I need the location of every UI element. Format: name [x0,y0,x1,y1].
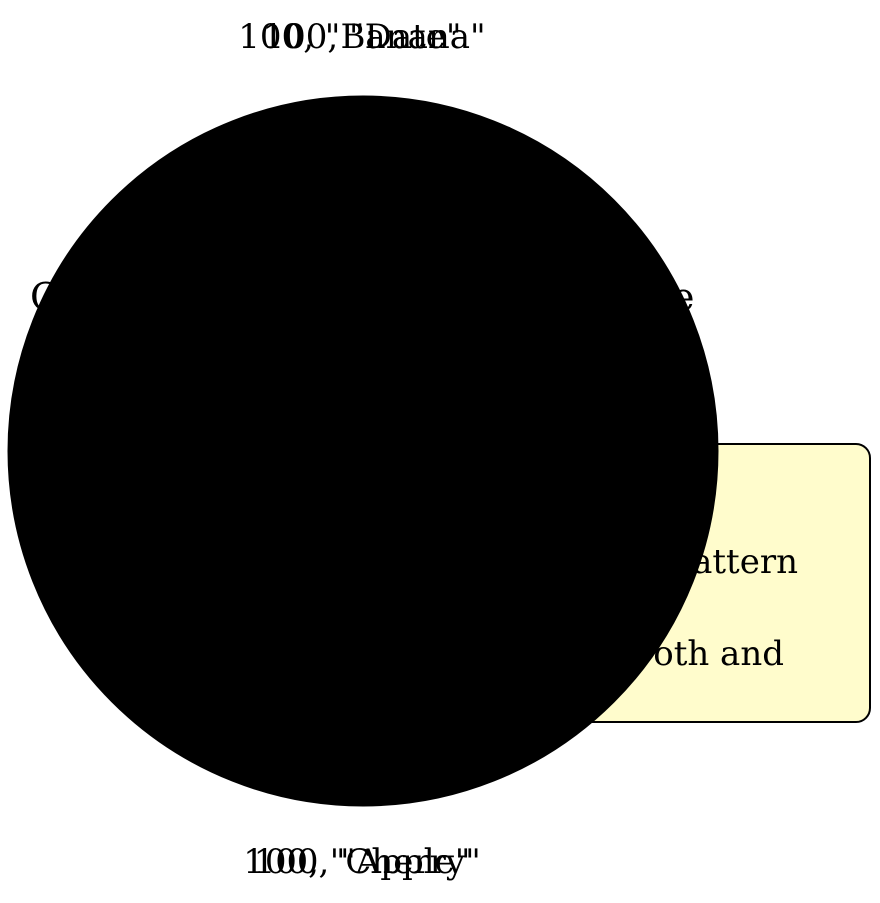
pie-slice-cherry [7,95,364,452]
note-line-1: attern [692,542,798,582]
slice-label-apple: 100, "Apple" [254,842,471,882]
pie-slice-apple [7,450,364,807]
pie-slices [7,95,719,807]
slice-label-cherry: 100, "Cherry" [243,842,481,882]
pie-slice-banana [362,95,719,452]
slice-label-date: 100, "Date" [262,17,461,57]
note-line-2: oth and [653,634,784,674]
pie-slice-date [362,450,719,807]
slice-label-banana: 100, "Banana" [238,17,485,57]
